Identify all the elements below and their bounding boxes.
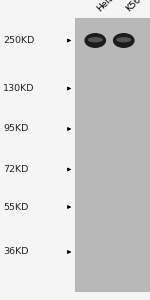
Ellipse shape <box>113 33 135 48</box>
Text: 130KD: 130KD <box>3 84 34 93</box>
Text: K562: K562 <box>124 0 146 14</box>
Bar <box>75 18 148 291</box>
Text: Hela: Hela <box>95 0 116 14</box>
Text: 36KD: 36KD <box>3 248 29 256</box>
Text: 55KD: 55KD <box>3 202 28 211</box>
Ellipse shape <box>88 37 103 42</box>
Ellipse shape <box>116 37 131 42</box>
Text: 250KD: 250KD <box>3 36 34 45</box>
Ellipse shape <box>84 33 106 48</box>
Text: 95KD: 95KD <box>3 124 28 134</box>
Text: 72KD: 72KD <box>3 165 28 174</box>
